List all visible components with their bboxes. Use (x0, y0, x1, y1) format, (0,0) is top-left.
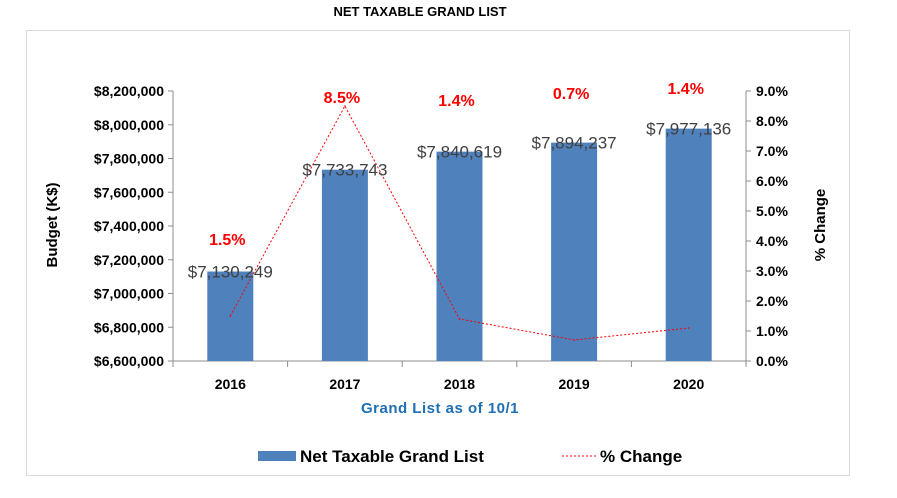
bar (665, 128, 712, 361)
pct-change-label: 1.4% (438, 93, 474, 110)
y2-tick-label: 7.0% (756, 143, 788, 159)
y2-tick-label: 3.0% (756, 263, 788, 279)
y-axis-title: Budget (K$) (44, 183, 61, 268)
pct-change-point (687, 327, 690, 329)
x-tick-label: 2019 (559, 376, 590, 392)
y2-tick-label: 1.0% (756, 323, 788, 339)
pct-change-point (458, 318, 461, 320)
pct-change-label: 0.7% (553, 86, 589, 103)
pct-change-label: 1.4% (667, 81, 703, 98)
y-tick-label: $7,200,000 (94, 252, 164, 268)
y-tick-label: $6,800,000 (94, 319, 164, 335)
line-series (229, 104, 690, 341)
legend-line-label: % Change (600, 447, 682, 466)
y2-tick-label: 9.0% (756, 83, 788, 99)
pct-change-point (229, 315, 232, 317)
pct-change-label: 1.5% (209, 232, 245, 249)
pct-change-label: 8.5% (324, 90, 360, 107)
bar-value-label: $7,840,619 (417, 143, 502, 162)
legend: Net Taxable Grand List % Change (258, 447, 682, 466)
pct-change-point (344, 105, 346, 107)
y-tick-label: $7,400,000 (94, 218, 164, 234)
axes: $6,600,000 $6,800,000 $7,000,000 $7,200,000… (94, 83, 789, 392)
y-tick-label: $8,000,000 (94, 117, 164, 133)
y2-tick-label: 6.0% (756, 173, 788, 189)
bar (321, 169, 368, 361)
bar-value-label: $7,894,237 (532, 134, 617, 153)
chart-frame (26, 30, 850, 476)
y2-tick-label: 8.0% (756, 113, 788, 129)
legend-bar-label: Net Taxable Grand List (300, 447, 484, 466)
chart-title: NET TAXABLE GRAND LIST (333, 4, 507, 19)
x-tick-label: 2016 (215, 376, 246, 392)
x-tick-label: 2018 (444, 376, 475, 392)
x-axis-title: Grand List as of 10/1 (361, 400, 519, 417)
y-tick-label: $7,000,000 (94, 286, 164, 302)
y-tick-label: $6,600,000 (94, 353, 164, 369)
legend-bar-swatch (258, 451, 296, 461)
bar (436, 151, 483, 361)
bar-value-label: $7,130,249 (188, 263, 273, 282)
x-tick-label: 2020 (673, 376, 704, 392)
y2-tick-label: 4.0% (756, 233, 788, 249)
y-tick-label: $7,800,000 (94, 151, 164, 167)
bar (551, 142, 598, 361)
y-tick-label: $7,600,000 (94, 184, 164, 200)
y2-tick-label: 0.0% (756, 353, 788, 369)
y2-tick-label: 2.0% (756, 293, 788, 309)
pct-change-point (573, 339, 575, 341)
data-labels: $7,130,249 $7,733,743 $7,840,619 $7,894,237… (188, 81, 731, 282)
bar-value-label: $7,733,743 (302, 161, 387, 180)
y-tick-label: $8,200,000 (94, 83, 164, 99)
x-tick-label: 2017 (329, 376, 360, 392)
bar-series (207, 128, 712, 361)
y2-axis-title: % Change (812, 189, 829, 262)
y2-tick-label: 5.0% (756, 203, 788, 219)
bar-value-label: $7,977,136 (646, 120, 731, 139)
